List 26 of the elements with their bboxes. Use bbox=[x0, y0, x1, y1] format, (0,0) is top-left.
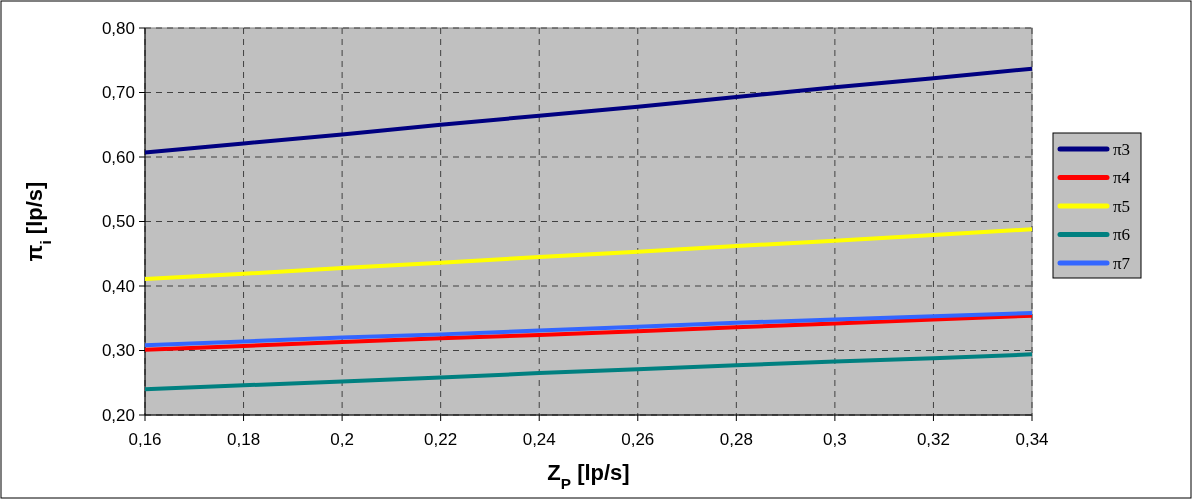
y-tick-label: 0,60 bbox=[101, 147, 135, 167]
line-series bbox=[143, 227, 1034, 281]
x-tick-label: 0,28 bbox=[719, 430, 753, 449]
x-tick-label: 0,16 bbox=[128, 430, 162, 449]
y-tick-label: 0,70 bbox=[101, 83, 135, 103]
y-tick-label: 0,50 bbox=[101, 212, 135, 232]
y-tick-label: 0,30 bbox=[101, 341, 135, 361]
x-tick-label: 0,24 bbox=[522, 430, 556, 449]
legend-label: π3 bbox=[1113, 139, 1131, 159]
x-tick-label: 0,3 bbox=[823, 430, 847, 449]
line-series bbox=[143, 352, 1034, 392]
x-tick-label: 0,22 bbox=[424, 430, 458, 449]
y-tick-label: 0,40 bbox=[101, 276, 135, 296]
legend-label: π6 bbox=[1113, 225, 1131, 245]
x-tick-label: 0,32 bbox=[916, 430, 950, 449]
x-tick-label: 0,34 bbox=[1015, 430, 1049, 449]
y-tick-label: 0,20 bbox=[101, 405, 135, 425]
legend-label: π4 bbox=[1113, 168, 1131, 188]
x-tick-label: 0,18 bbox=[227, 430, 261, 449]
legend-label: π7 bbox=[1113, 253, 1131, 273]
x-tick-label: 0,26 bbox=[621, 430, 655, 449]
legend-label: π5 bbox=[1113, 196, 1131, 216]
x-axis-title: Z$_{P}$ [lp/s] bbox=[547, 460, 630, 492]
x-tick-label: 0,2 bbox=[330, 430, 354, 449]
line-series bbox=[143, 66, 1034, 155]
y-tick-label: 0,80 bbox=[101, 18, 135, 38]
